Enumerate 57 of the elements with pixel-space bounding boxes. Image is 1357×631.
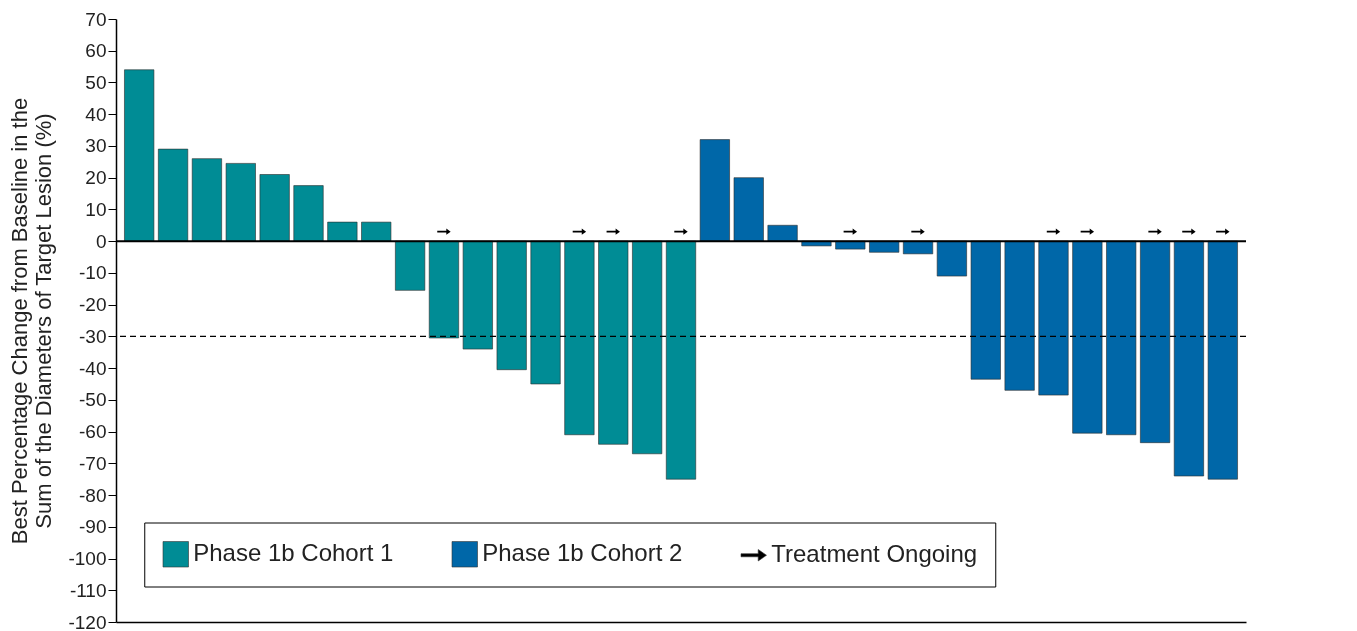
y-tick-label: 70	[85, 8, 107, 30]
bar	[903, 240, 934, 255]
bar	[293, 185, 324, 242]
bar	[1106, 240, 1137, 436]
bar	[699, 139, 730, 242]
bar	[1038, 240, 1069, 396]
bar	[632, 240, 663, 455]
y-tick-label: -60	[79, 421, 107, 443]
y-tick-label: -70	[79, 452, 107, 474]
bar	[462, 240, 493, 350]
legend-label: Phase 1b Cohort 2	[482, 539, 683, 567]
y-tick-label: -80	[79, 484, 107, 506]
y-tick-label: -40	[79, 357, 107, 379]
bar	[259, 174, 290, 242]
bar	[395, 240, 426, 291]
bar	[361, 221, 392, 242]
bar	[496, 240, 527, 370]
y-tick-label: -120	[68, 611, 107, 631]
bar	[225, 163, 256, 242]
y-tick-label: -30	[79, 325, 107, 347]
legend-label: Treatment Ongoing	[771, 540, 978, 568]
bar	[564, 240, 595, 436]
bar	[598, 240, 629, 445]
bar	[936, 240, 967, 277]
bar	[869, 240, 900, 253]
bar	[1140, 240, 1171, 443]
y-tick-label: 40	[85, 103, 107, 125]
bar	[1207, 240, 1238, 480]
y-tick-label: 10	[85, 198, 107, 220]
y-tick-label: -100	[68, 548, 107, 570]
bar	[191, 158, 222, 242]
bar	[530, 240, 561, 385]
bar	[158, 148, 189, 242]
legend-label: Phase 1b Cohort 1	[193, 539, 394, 567]
y-tick-label: -50	[79, 389, 107, 411]
y-tick-label: 30	[85, 135, 107, 157]
y-tick-label: -90	[79, 516, 107, 538]
bar	[327, 221, 358, 242]
bar	[1072, 240, 1103, 434]
bar	[1173, 240, 1204, 477]
bar	[428, 240, 459, 339]
bar	[665, 240, 697, 480]
y-tick-label: 20	[85, 167, 107, 189]
bar	[835, 240, 866, 250]
y-tick-label: 50	[85, 71, 107, 93]
y-tick-label: 60	[85, 40, 107, 62]
y-tick-label: -110	[69, 579, 107, 601]
bar	[970, 240, 1001, 380]
y-tick-label: -20	[79, 294, 107, 316]
bar	[767, 224, 798, 242]
bar	[733, 177, 764, 242]
bar	[124, 69, 155, 242]
bar	[801, 240, 832, 247]
y-tick-label: 0	[95, 230, 107, 252]
bar	[1004, 240, 1035, 391]
y-axis-title: Best Percentage Change from Baseline in the Sum of the Diameters of Target Lesion (%)	[7, 97, 57, 545]
y-tick-label: -10	[79, 262, 107, 284]
